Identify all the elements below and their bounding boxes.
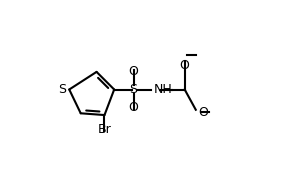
Text: NH: NH xyxy=(154,83,173,96)
Text: O: O xyxy=(180,59,190,72)
Text: S: S xyxy=(130,83,138,96)
Text: Br: Br xyxy=(98,123,112,136)
Text: O: O xyxy=(198,106,208,119)
Text: O: O xyxy=(129,101,138,114)
Text: O: O xyxy=(129,65,138,78)
Text: S: S xyxy=(59,83,67,96)
